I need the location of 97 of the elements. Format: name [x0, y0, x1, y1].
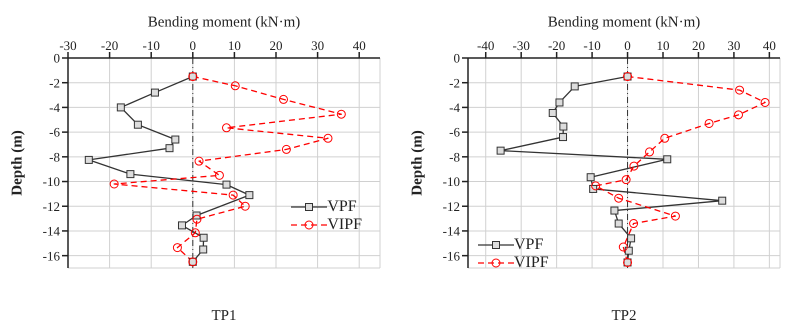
x-tick-label: 0 — [624, 38, 631, 53]
legend-label: VIPF — [514, 254, 549, 272]
point — [618, 242, 628, 252]
point — [645, 147, 654, 156]
point — [586, 173, 595, 182]
x-tick-label: 40 — [352, 38, 366, 53]
y-tick-label: -12 — [442, 198, 460, 214]
point — [570, 82, 579, 90]
x-tick-label: 0 — [190, 38, 196, 53]
y-tick-label: 0 — [54, 50, 60, 66]
point — [166, 144, 174, 152]
y-tick-label: -2 — [49, 75, 60, 90]
point — [110, 180, 119, 188]
x-tick-label: -20 — [548, 38, 566, 53]
point — [116, 103, 125, 112]
text: TP1 — [210, 308, 238, 325]
point — [278, 94, 288, 104]
point — [150, 88, 159, 97]
point — [222, 123, 231, 132]
x-tick-label: 30 — [727, 38, 740, 53]
point — [629, 162, 638, 171]
x-axis-title: Bending moment (kN·m) — [548, 14, 700, 31]
point — [496, 146, 505, 155]
x-tick-label: -10 — [583, 38, 601, 53]
legend-label: VIPF — [327, 216, 362, 234]
point — [610, 206, 618, 215]
y-tick-label: -6 — [449, 124, 460, 140]
x-tick-label: 20 — [692, 38, 705, 53]
y-tick-label: -12 — [42, 198, 60, 214]
point — [126, 170, 134, 178]
y-tick-label: -4 — [449, 100, 460, 116]
y-tick-label: -6 — [49, 124, 60, 140]
x-tick-label: -10 — [142, 38, 160, 53]
y-axis-title: Depth (m) — [409, 130, 426, 196]
point — [84, 156, 93, 164]
point — [172, 243, 182, 252]
y-tick-label: -16 — [442, 248, 460, 264]
point — [624, 246, 633, 255]
point — [591, 181, 600, 190]
point — [134, 120, 142, 129]
x-tick-label: -20 — [100, 38, 118, 53]
point — [214, 170, 224, 180]
legend-label: VPF — [327, 198, 357, 216]
point — [240, 202, 250, 211]
point — [622, 175, 631, 184]
x-tick-label: 20 — [270, 38, 282, 53]
point — [548, 108, 557, 117]
point — [282, 144, 291, 154]
point — [245, 191, 254, 200]
point — [200, 234, 208, 242]
point — [704, 118, 714, 128]
point — [230, 81, 240, 90]
y-tick-label: -10 — [42, 174, 60, 190]
y-tick-label: -14 — [442, 224, 460, 239]
x-tick-label: 40 — [762, 38, 776, 53]
point — [336, 110, 346, 119]
x-tick-label: 10 — [656, 38, 670, 53]
point — [324, 134, 332, 143]
point — [178, 221, 186, 230]
point — [222, 180, 230, 189]
point — [627, 234, 636, 242]
point — [718, 196, 726, 205]
point — [555, 98, 564, 106]
y-tick-label: -10 — [442, 174, 460, 190]
y-tick-label: -16 — [42, 248, 60, 264]
point — [199, 245, 208, 254]
y-tick-label: -8 — [49, 149, 60, 164]
point — [190, 228, 200, 238]
x-tick-label: 10 — [228, 38, 241, 53]
point — [228, 190, 238, 200]
y-tick-label: -4 — [49, 100, 60, 116]
point — [663, 155, 672, 164]
y-tick-label: -8 — [449, 149, 460, 164]
point — [670, 212, 680, 221]
point — [194, 156, 204, 166]
y-tick-label: -14 — [42, 224, 60, 239]
x-tick-label: -40 — [477, 38, 494, 53]
point — [735, 86, 744, 95]
y-axis-title: Depth (m) — [9, 130, 26, 196]
x-tick-label: 30 — [311, 38, 324, 53]
point — [629, 219, 638, 228]
point — [614, 194, 624, 203]
legend-label: VPF — [514, 236, 544, 254]
x-tick-label: -30 — [59, 38, 77, 53]
point — [734, 110, 744, 120]
x-axis-title: Bending moment (kN·m) — [148, 14, 300, 31]
point — [559, 133, 568, 142]
text: TP2 — [610, 308, 638, 325]
y-tick-label: -2 — [449, 75, 460, 90]
point — [192, 214, 202, 224]
point — [614, 220, 623, 228]
point — [660, 134, 670, 143]
y-tick-label: 0 — [454, 50, 460, 66]
point — [171, 136, 180, 144]
point — [559, 122, 568, 131]
x-tick-label: -30 — [512, 38, 530, 53]
point — [760, 98, 770, 107]
